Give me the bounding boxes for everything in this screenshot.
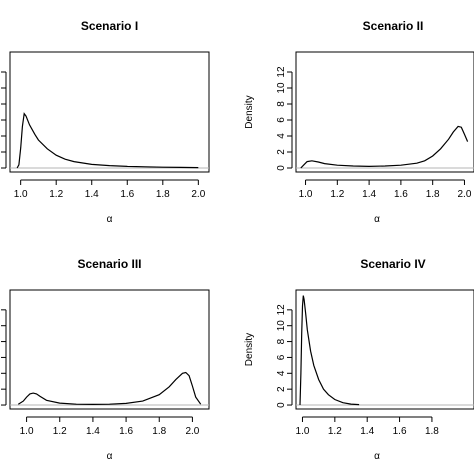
x-tick-label: 1.6 xyxy=(393,426,407,437)
panel-title: Scenario IV xyxy=(360,257,425,271)
x-axis-label: α xyxy=(374,214,380,225)
y-tick-label: 2 xyxy=(276,149,287,155)
plot-frame xyxy=(295,289,474,410)
x-tick-label: 1.2 xyxy=(49,189,63,200)
x-tick-label: 1.4 xyxy=(85,189,99,200)
density-curve xyxy=(299,295,360,406)
x-tick-label: 1.2 xyxy=(328,426,342,437)
y-tick-label: 12 xyxy=(276,304,287,316)
x-tick-label: 1.8 xyxy=(426,189,440,200)
y-axis-label: Density xyxy=(244,95,255,128)
y-tick-label: 0 xyxy=(276,402,287,408)
panel-2: Scenario II 1.0 1.2 1.4 1.6 1.8 2.0 0 2 4 6 8 10 12 α D… xyxy=(244,19,474,225)
plot-frame xyxy=(9,289,210,410)
y-tick-label: 6 xyxy=(276,117,287,123)
y-tick-label: 12 xyxy=(276,66,287,78)
y-tick-label: 4 xyxy=(276,370,287,376)
y-tick-label: 10 xyxy=(276,320,287,332)
plot-frame xyxy=(9,51,210,173)
x-tick-label: 1.0 xyxy=(14,189,28,200)
x-tick-label: 1.0 xyxy=(296,426,310,437)
x-tick-label: 1.0 xyxy=(299,189,313,200)
panel-title: Scenario III xyxy=(77,257,141,271)
panel-3: Scenario III 1.0 1.2 1.4 1.6 1.8 2.0 α xyxy=(1,257,210,462)
panel-1: Scenario I 1.0 1.2 1.4 1.6 1.8 2.0 α xyxy=(1,19,210,225)
x-tick-label: 1.6 xyxy=(119,426,133,437)
x-tick-label: 1.2 xyxy=(53,426,67,437)
x-tick-label: 2.0 xyxy=(458,189,472,200)
plot-frame xyxy=(295,51,474,173)
y-axis-label: Density xyxy=(244,333,255,366)
y-tick-label: 4 xyxy=(276,133,287,139)
x-tick-label: 1.8 xyxy=(152,426,166,437)
x-tick-label: 1.4 xyxy=(360,426,374,437)
x-axis-label: α xyxy=(107,214,113,225)
y-tick-label: 6 xyxy=(276,354,287,360)
x-axis-label: α xyxy=(374,451,380,462)
y-tick-label: 2 xyxy=(276,386,287,392)
y-tick-label: 8 xyxy=(276,338,287,344)
density-curve xyxy=(16,112,199,169)
panel-4: Scenario IV 1.0 1.2 1.4 1.6 1.8 0 2 4 6 8 10 12 α Dens… xyxy=(244,257,474,462)
y-tick-label: 8 xyxy=(276,101,287,107)
x-tick-label: 1.4 xyxy=(362,189,376,200)
x-tick-label: 1.8 xyxy=(156,189,170,200)
x-tick-label: 1.8 xyxy=(425,426,439,437)
x-tick-label: 2.0 xyxy=(185,426,199,437)
x-tick-label: 1.6 xyxy=(120,189,134,200)
y-tick-label: 0 xyxy=(276,165,287,171)
panel-title: Scenario I xyxy=(81,19,138,33)
panel-title: Scenario II xyxy=(363,19,424,33)
x-axis-label: α xyxy=(107,451,113,462)
x-tick-label: 2.0 xyxy=(191,189,205,200)
y-tick-label: 10 xyxy=(276,82,287,94)
x-tick-label: 1.0 xyxy=(20,426,34,437)
density-curve xyxy=(17,371,202,406)
x-tick-label: 1.2 xyxy=(330,189,344,200)
x-tick-label: 1.6 xyxy=(394,189,408,200)
x-tick-label: 1.4 xyxy=(86,426,100,437)
density-curve xyxy=(300,125,469,169)
